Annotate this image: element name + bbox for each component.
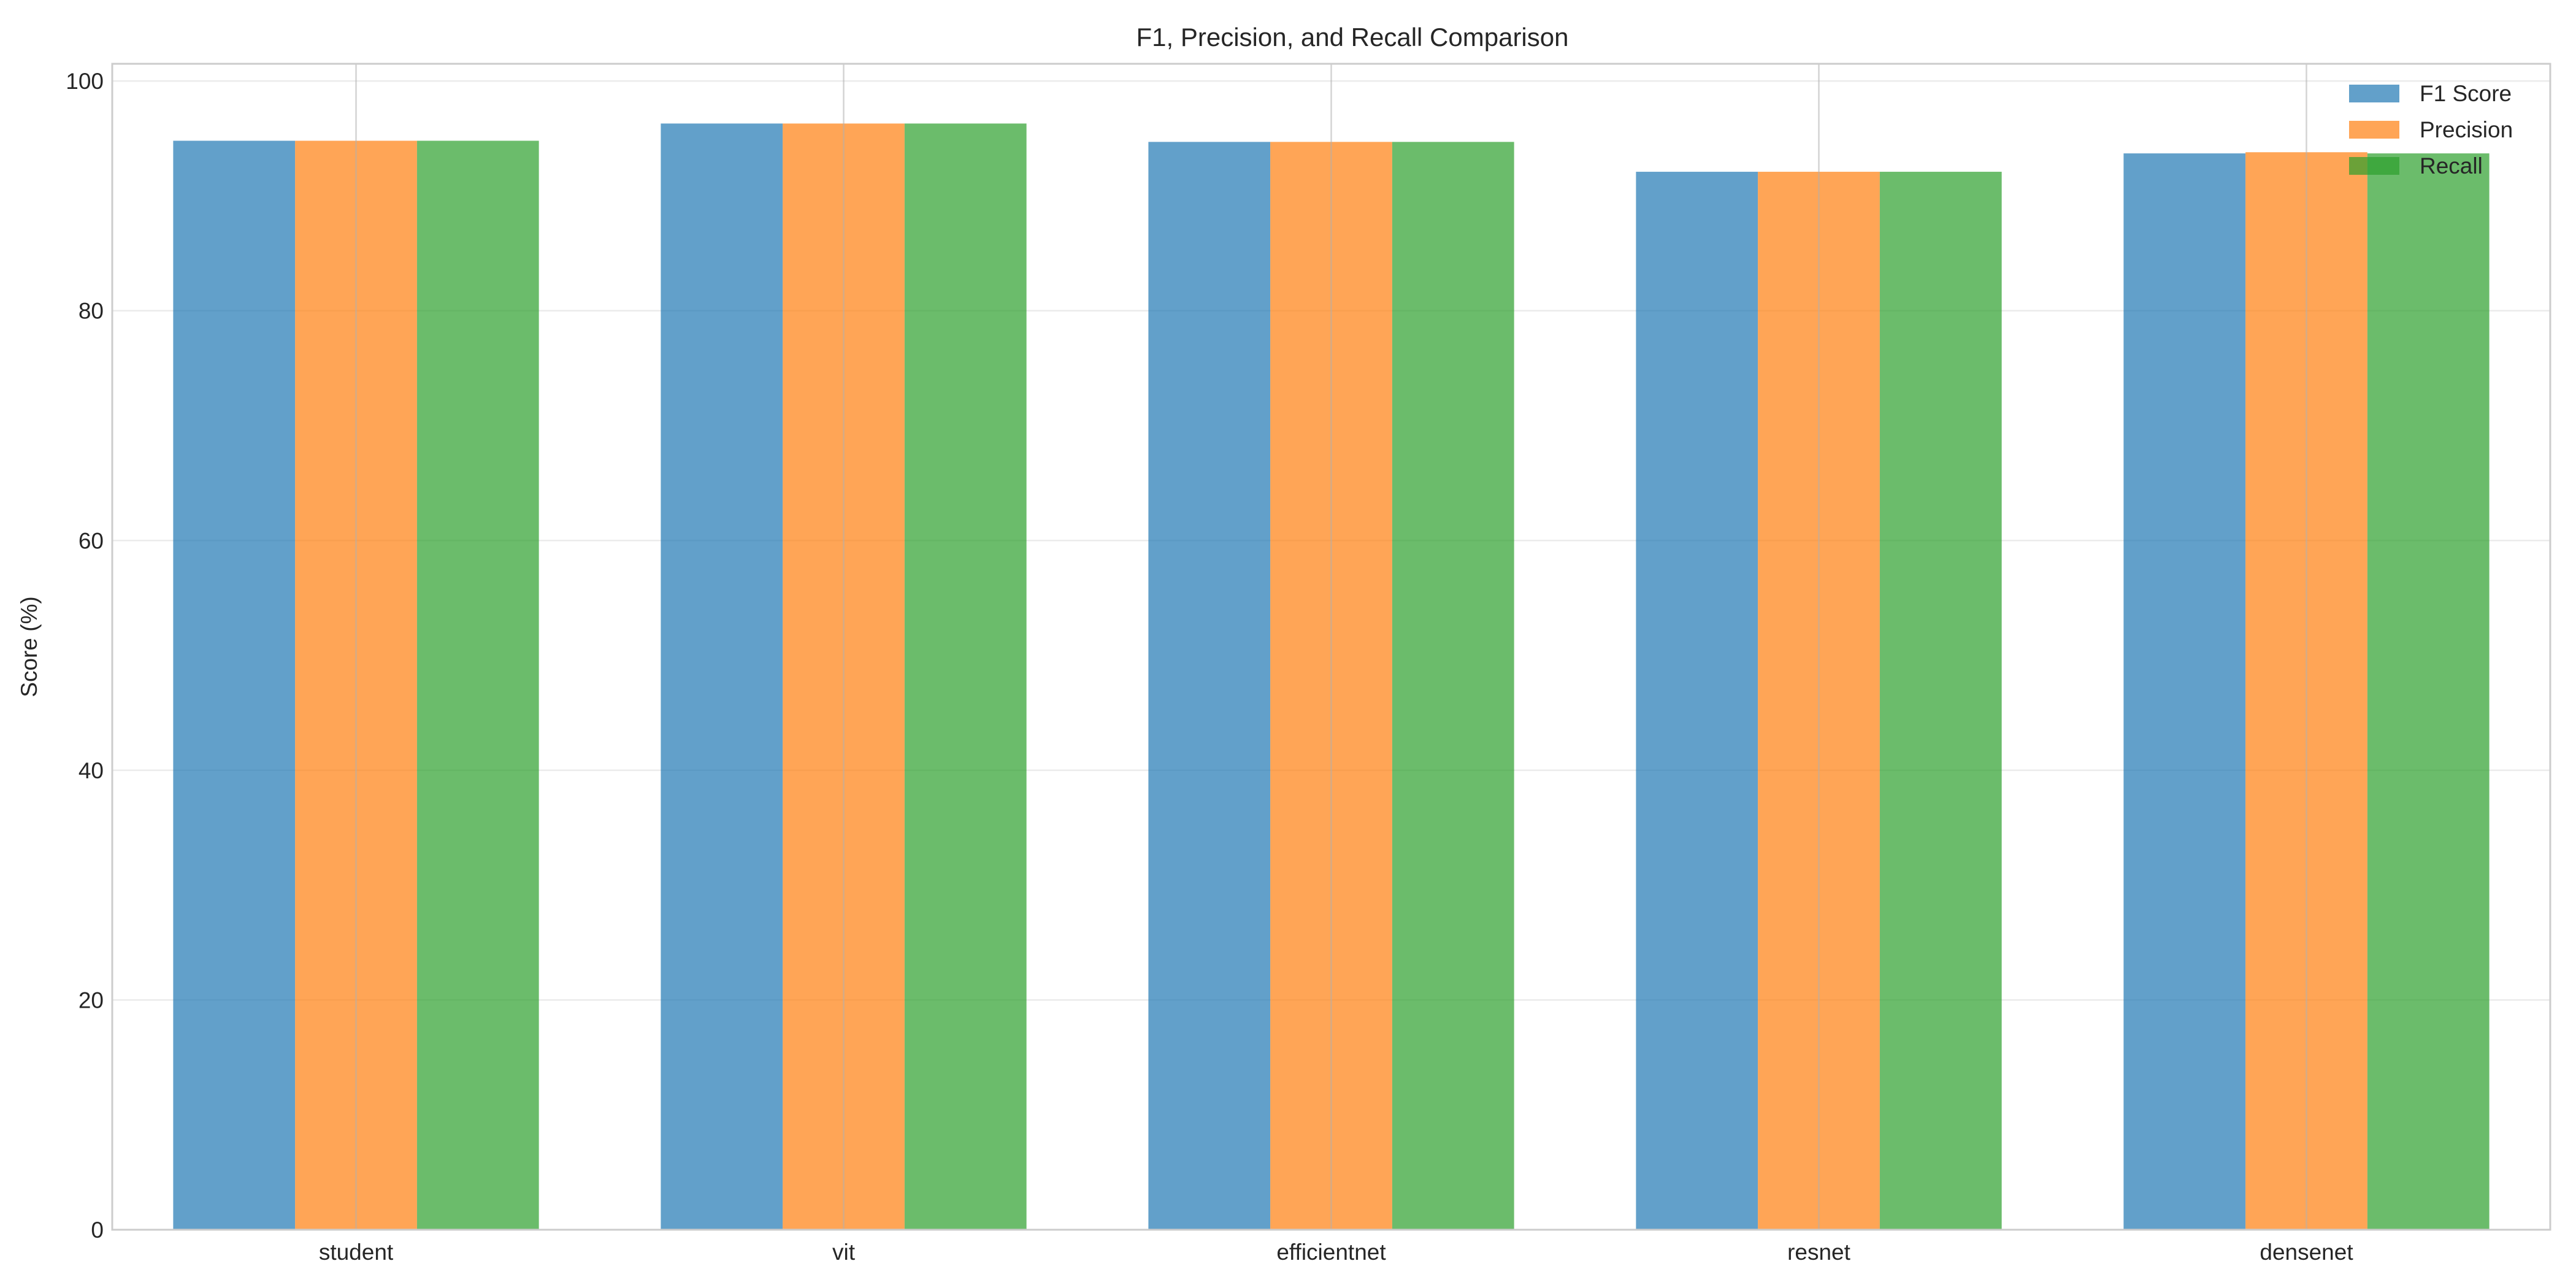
y-tick-label: 40 <box>79 758 104 783</box>
bar-f1-score-densenet <box>2123 153 2246 1230</box>
y-tick-label: 20 <box>79 987 104 1013</box>
y-tick-label: 60 <box>79 528 104 553</box>
y-tick-label: 100 <box>66 69 104 94</box>
x-tick-label: vit <box>832 1240 856 1265</box>
y-axis-label: Score (%) <box>17 596 42 697</box>
x-tick-label: efficientnet <box>1276 1240 1386 1265</box>
y-tick-label: 0 <box>91 1217 104 1243</box>
x-grid <box>355 64 2307 1230</box>
y-axis-ticks: 0 20 40 60 80 100 <box>66 69 104 1243</box>
legend: F1 Score Precision Recall <box>2349 81 2513 178</box>
legend-label: Precision <box>2420 117 2513 142</box>
chart-title: F1, Precision, and Recall Comparison <box>1137 23 1569 52</box>
legend-label: F1 Score <box>2420 81 2512 106</box>
x-tick-label: resnet <box>1787 1240 1851 1265</box>
plot-frame <box>111 63 2551 1231</box>
bar-recall-efficientnet <box>1392 142 1514 1230</box>
legend-swatch <box>2349 121 2399 139</box>
legend-swatch <box>2349 85 2399 102</box>
y-tick-label: 80 <box>79 299 104 324</box>
x-tick-label: student <box>319 1240 394 1265</box>
bar-recall-resnet <box>1879 172 2002 1230</box>
bar-recall-vit <box>904 123 1027 1230</box>
bar-recall-student <box>416 140 539 1230</box>
bar-f1-score-vit <box>661 123 783 1230</box>
bar-recall-densenet <box>2367 153 2490 1230</box>
x-axis-ticks: student vit efficientnet resnet densenet <box>319 1240 2354 1265</box>
legend-label: Recall <box>2420 153 2483 178</box>
bar-f1-score-student <box>173 140 296 1230</box>
bar-f1-score-resnet <box>1636 172 1758 1230</box>
bar-f1-score-efficientnet <box>1148 142 1271 1230</box>
legend-swatch <box>2349 157 2399 175</box>
x-tick-label: densenet <box>2260 1240 2353 1265</box>
